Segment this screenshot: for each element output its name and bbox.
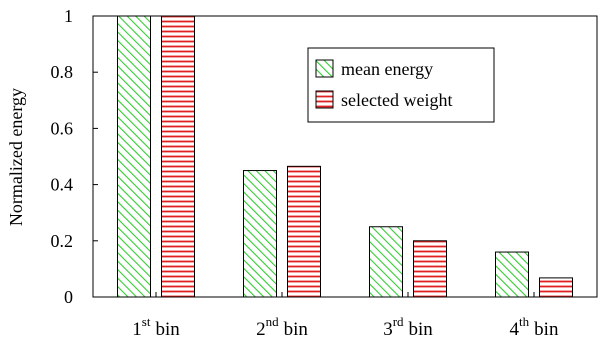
bar-mean-energy-3 bbox=[369, 226, 403, 298]
legend-swatch bbox=[315, 59, 334, 78]
legend-label: mean energy bbox=[341, 59, 433, 79]
category-suffix: st bbox=[142, 314, 151, 329]
plot-area bbox=[92, 15, 598, 298]
category-number: 4 bbox=[510, 319, 520, 340]
category-suffix: rd bbox=[393, 314, 404, 329]
plot-frame bbox=[92, 15, 598, 298]
y-tick-label: 0.2 bbox=[51, 231, 74, 251]
axis-ticks: 0 0.2 0.4 0.6 0.8 1 bbox=[51, 6, 98, 307]
legend-swatch bbox=[315, 90, 334, 109]
bar-selected-weight-3 bbox=[413, 240, 447, 298]
legend-label: selected weight bbox=[341, 90, 452, 110]
bars bbox=[117, 15, 573, 298]
bar-selected-weight-4 bbox=[539, 277, 573, 298]
legend: mean energy selected weight bbox=[307, 47, 495, 123]
y-tick-label: 0.4 bbox=[51, 175, 74, 195]
category-suffix: nd bbox=[266, 314, 280, 329]
x-tick-label: 2nd bin bbox=[256, 314, 308, 340]
x-tick-label: 1st bin bbox=[132, 314, 180, 340]
category-number: 3 bbox=[383, 319, 393, 340]
bar-mean-energy-2 bbox=[243, 170, 277, 298]
bar-selected-weight-1 bbox=[161, 15, 195, 298]
x-tick-label: 3rd bin bbox=[383, 314, 433, 340]
legend-box bbox=[307, 47, 495, 123]
y-tick-label: 0.6 bbox=[51, 118, 74, 138]
bar-mean-energy-1 bbox=[117, 15, 151, 298]
y-tick-label: 0 bbox=[64, 287, 73, 307]
category-number: 2 bbox=[256, 319, 266, 340]
x-tick-labels: 1st bin 2nd bin 3rd bin 4th bin bbox=[132, 314, 559, 340]
category-suffix: th bbox=[519, 314, 530, 329]
y-axis-label: Normalized energy bbox=[6, 88, 26, 226]
category-word: bin bbox=[534, 319, 559, 340]
category-number: 1 bbox=[132, 319, 142, 340]
bar-mean-energy-4 bbox=[495, 251, 529, 298]
category-word: bin bbox=[284, 319, 309, 340]
bar-selected-weight-2 bbox=[287, 165, 321, 298]
category-word: bin bbox=[409, 319, 434, 340]
category-word: bin bbox=[155, 319, 180, 340]
y-tick-label: 1 bbox=[64, 6, 73, 26]
x-tick-label: 4th bin bbox=[510, 314, 559, 340]
y-tick-label: 0.8 bbox=[51, 62, 74, 82]
